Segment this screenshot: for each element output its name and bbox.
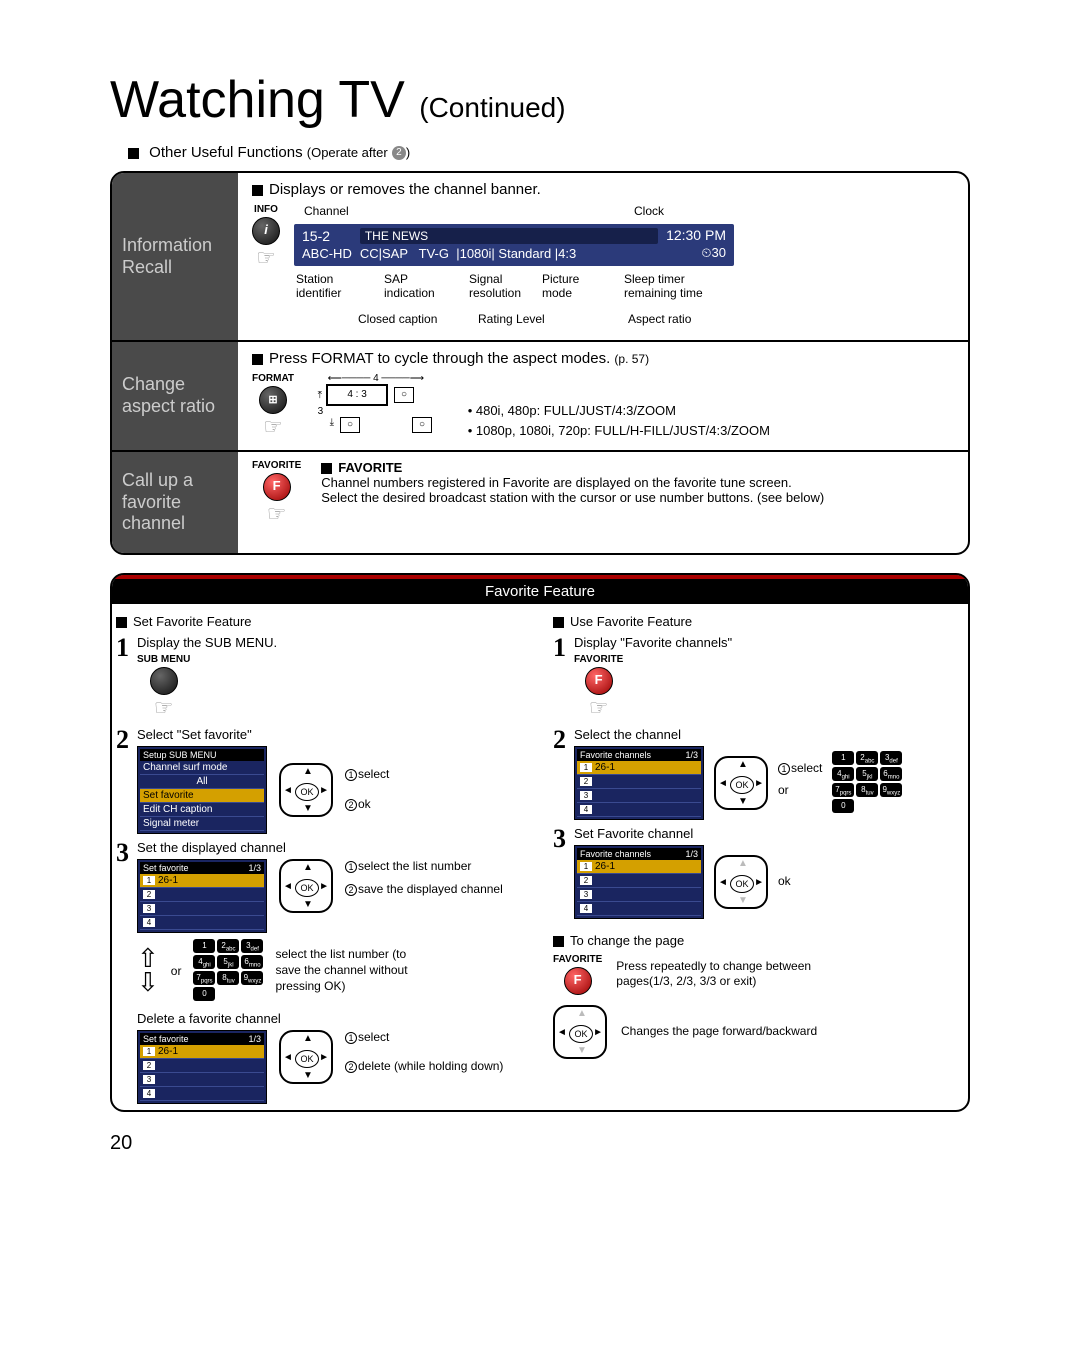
row-label: Change aspect ratio xyxy=(112,342,238,450)
aspect-diagram: ⟵──── 4 ────⟶ ⤒ 4 : 3 3 ⤓ xyxy=(318,373,434,433)
aspect-notes: • 480i, 480p: FULL/JUST/4:3/ZOOM • 1080p… xyxy=(468,401,770,440)
favorite-body-text: Channel numbers registered in Favorite a… xyxy=(321,475,831,505)
fav-channels-screen: Favorite channels1/3 126-1 2 3 4 xyxy=(574,746,704,820)
ok-pad[interactable]: OK▲▼◄► xyxy=(279,859,333,913)
useful-functions-line: Other Useful Functions (Operate after 2) xyxy=(128,144,970,161)
set-step3-text: Set the displayed channel xyxy=(137,840,527,855)
favorite-button[interactable]: FAVORITE F ☞ xyxy=(574,654,623,721)
delete-favorite-screen: Set favorite1/3 126-1 2 3 4 xyxy=(137,1030,267,1104)
favorite-sub: FAVORITE xyxy=(321,460,831,475)
favorite-feature-box: Favorite Feature Set Favorite Feature 1 … xyxy=(110,573,970,1112)
updown-icon: ⇧⇩ xyxy=(137,947,159,994)
use-step2-ann: 1select or xyxy=(778,761,822,804)
banner-bottom-labels: Station identifier SAP indication Signal… xyxy=(294,272,954,312)
page-title: Watching TV (Continued) xyxy=(110,70,970,130)
ok-pad[interactable]: OK▲▼◄► xyxy=(714,855,768,909)
row-call-favorite: Call up a favorite channel FAVORITE F ☞ … xyxy=(112,452,968,553)
favorite-button[interactable]: FAVORITE F xyxy=(553,954,602,995)
ok-pad[interactable]: OK▲▼◄► xyxy=(279,1030,333,1084)
number-keypad[interactable]: 12abc3def 4ghi5jkl6mno 7pqrs8tuv9wxyz 0 xyxy=(193,939,263,1003)
keypad-note: select the list number (to save the chan… xyxy=(275,947,415,994)
functions-box: Information Recall Displays or removes t… xyxy=(110,171,970,555)
hand-icon: ☞ xyxy=(137,695,190,721)
row-label: Information Recall xyxy=(112,173,238,340)
page-number: 20 xyxy=(110,1132,970,1155)
row-change-aspect: Change aspect ratio Press FORMAT to cycl… xyxy=(112,342,968,452)
use-favorite-col: Use Favorite Feature 1 Display "Favorite… xyxy=(553,614,964,1110)
hand-icon: ☞ xyxy=(252,414,294,440)
step3-annotations: 1select the list number 2save the displa… xyxy=(345,859,503,898)
favorite-feature-title: Favorite Feature xyxy=(112,575,968,604)
row-info-recall: Information Recall Displays or removes t… xyxy=(112,173,968,342)
banner-top-labels: Channel Clock xyxy=(294,204,954,224)
format-button[interactable]: FORMAT ⊞ ☞ xyxy=(252,373,294,440)
ok-pad[interactable]: OK▲▼◄► xyxy=(714,756,768,810)
row-label: Call up a favorite channel xyxy=(112,452,238,553)
submenu-button[interactable]: SUB MENU ☞ xyxy=(137,654,190,721)
delete-heading: Delete a favorite channel xyxy=(137,1011,527,1026)
set-favorite-col: Set Favorite Feature 1 Display the SUB M… xyxy=(116,614,527,1110)
set-favorite-screen: Set favorite1/3 126-1 2 3 4 xyxy=(137,859,267,933)
aspect-heading: Press FORMAT to cycle through the aspect… xyxy=(252,350,954,367)
set-heading: Set Favorite Feature xyxy=(116,614,527,629)
use-heading: Use Favorite Feature xyxy=(553,614,964,629)
info-button[interactable]: INFO i ☞ xyxy=(252,204,280,271)
use-step1-text: Display "Favorite channels" xyxy=(574,635,732,650)
set-step1-text: Display the SUB MENU. xyxy=(137,635,277,650)
hand-icon: ☞ xyxy=(252,245,280,271)
use-step3-ann: ok xyxy=(778,874,791,890)
banner-bottom-labels-2: Closed caption Rating Level Aspect ratio xyxy=(328,312,954,330)
change-page-heading: To change the page xyxy=(553,933,964,948)
hand-icon: ☞ xyxy=(574,695,623,721)
number-keypad[interactable]: 12abc3def 4ghi5jkl6mno 7pqrs8tuv9wxyz 0 xyxy=(832,751,902,815)
step2-annotations: 1select 2ok xyxy=(345,767,389,812)
fav-channels-screen: Favorite channels1/3 126-1 2 3 4 xyxy=(574,845,704,919)
ok-pad[interactable]: OK▲▼◄► xyxy=(279,763,333,817)
hand-icon: ☞ xyxy=(252,501,301,527)
change-page-note2: Changes the page forward/backward xyxy=(621,1024,817,1040)
delete-annotations: 1select 2delete (while holding down) xyxy=(345,1030,503,1075)
set-step2-text: Select "Set favorite" xyxy=(137,727,527,742)
info-heading: Displays or removes the channel banner. xyxy=(252,181,954,198)
change-page-note1: Press repeatedly to change between pages… xyxy=(616,959,856,990)
use-step3-text: Set Favorite channel xyxy=(574,826,964,841)
submenu-screen: Setup SUB MENU Channel surf mode All Set… xyxy=(137,746,267,834)
channel-banner: 15-2 ABC-HD THE NEWS CC|SAP TV-G |1080i|… xyxy=(294,224,734,266)
use-step2-text: Select the channel xyxy=(574,727,964,742)
favorite-button[interactable]: FAVORITE F ☞ xyxy=(252,460,301,527)
ok-pad[interactable]: OK▲▼◄► xyxy=(553,1005,607,1059)
